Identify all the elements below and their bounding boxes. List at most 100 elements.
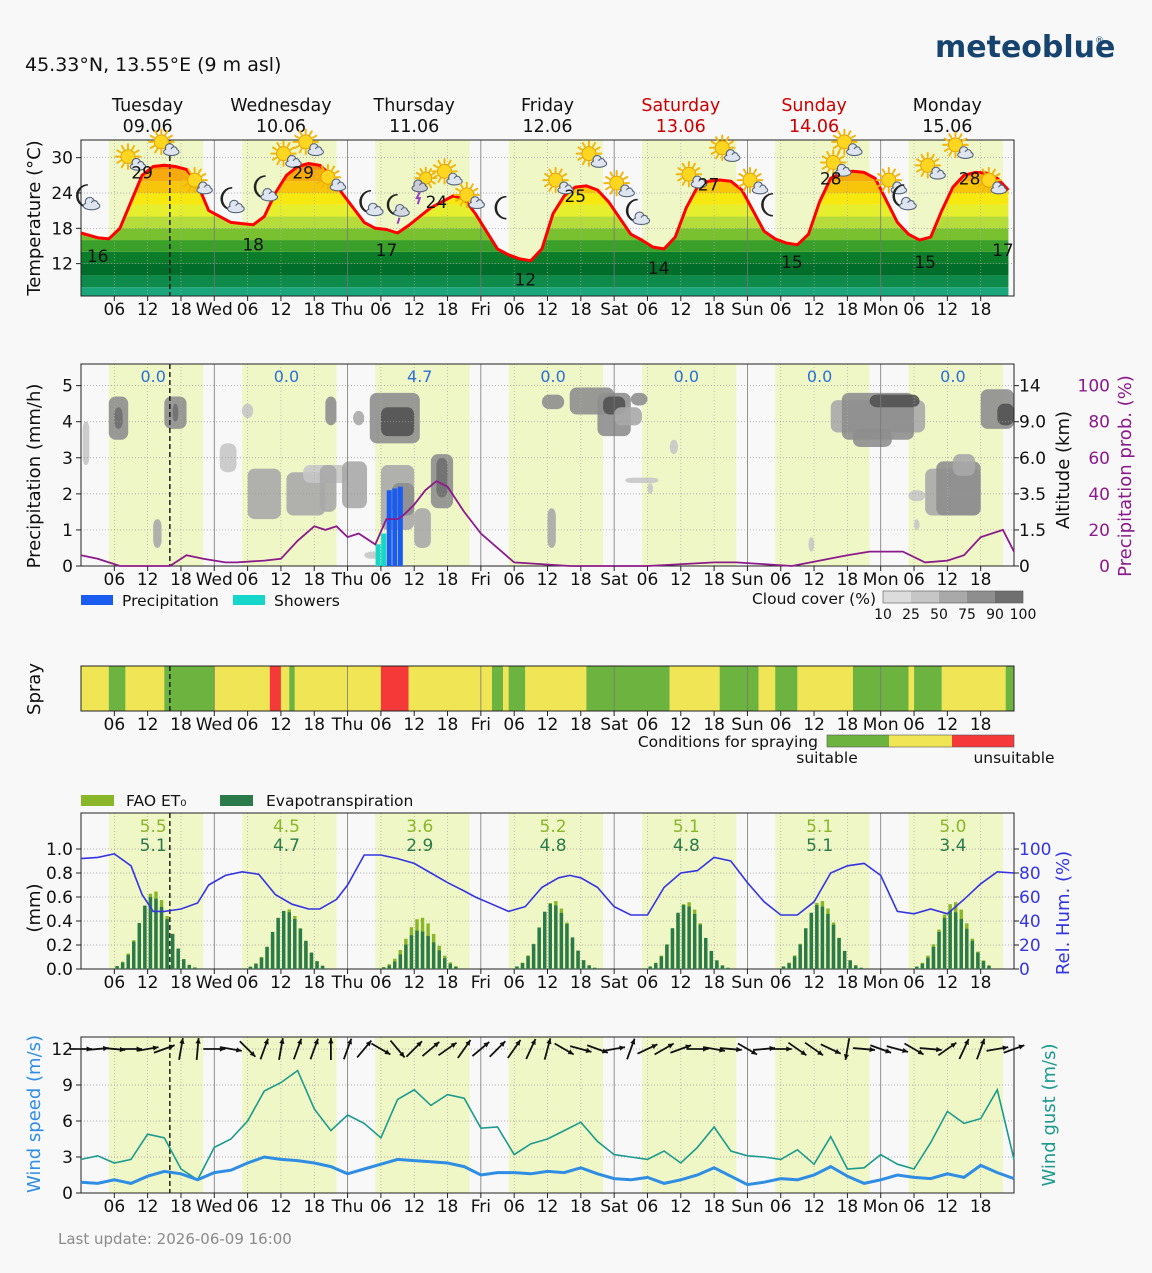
evapotranspiration-bar [987, 965, 991, 969]
wind-hour-tick-label: 06 [903, 1197, 925, 1217]
wind-direction-arrow [626, 1038, 636, 1060]
wind-direction-arrow [389, 1039, 406, 1059]
cloud-fill [847, 149, 862, 155]
cloud-cover-legend-swatch [995, 591, 1023, 603]
daily-evapotranspiration-total: 5.1 [806, 836, 833, 856]
evapotranspiration-bar [559, 912, 564, 969]
wind-direction-arrow [328, 1038, 334, 1060]
sun-ray [455, 198, 461, 202]
spray-legend-frame [826, 734, 1015, 748]
sun-ray [334, 170, 340, 175]
wind-direction-arrow [886, 1045, 909, 1053]
wind-arrow-head [786, 1046, 792, 1052]
evapotranspiration-hour-tick-label: 12 [937, 973, 959, 993]
wind-direction-arrow [471, 1041, 490, 1057]
cloud-icon [723, 149, 741, 162]
sun-ray [619, 171, 624, 177]
evapotranspiration-bar [854, 965, 858, 969]
cloud-cover-area [997, 403, 1014, 426]
cloud-fill [752, 187, 767, 193]
sun-ray [695, 167, 701, 172]
evapotranspiration-bar [670, 928, 675, 969]
sun-ray [320, 165, 325, 171]
day-name: Thursday [373, 96, 455, 116]
spray-segment [908, 666, 915, 711]
wind-daylight-band [508, 1037, 604, 1193]
wind-direction-arrow [843, 1038, 851, 1060]
wind-hour-tick-label: 06 [770, 1197, 792, 1217]
evapotranspiration-bar [704, 937, 708, 969]
evapotranspiration-hour-tick-label: 06 [637, 973, 659, 993]
spray-hour-tick-label: 06 [370, 715, 392, 735]
spray-hour-tick-label: 12 [803, 715, 825, 735]
wind-y-tick-label: 0 [62, 1184, 73, 1204]
wind-arrow-head [630, 1038, 636, 1045]
evapotranspiration-bar [842, 950, 847, 969]
spray-segment [214, 666, 270, 711]
cloud-cover-legend-label: 25 [902, 607, 920, 623]
sun-cloud-icon [831, 128, 863, 157]
evapotranspiration-bar [259, 957, 264, 969]
sun-cloud-icon [914, 152, 946, 180]
cloud-icon [618, 184, 635, 198]
sun-cloud-icon [675, 161, 708, 189]
temperature-hour-tick-label: 18 [570, 300, 592, 320]
precipitation-hour-tick-label: 12 [670, 570, 692, 590]
evapotranspiration-bar [565, 923, 569, 969]
spray-segment [508, 666, 526, 711]
evapotranspiration-bar [520, 963, 525, 969]
cloud-fill [228, 205, 244, 212]
spray-legend-high-label: unsuitable [973, 749, 1054, 767]
wind-arrow-head [263, 1038, 269, 1045]
brand-logo[interactable]: meteoblue [935, 30, 1115, 65]
sun-disc [581, 146, 597, 162]
spray-hour-tick-label: 06 [637, 715, 659, 735]
cloud-cover-area [952, 454, 976, 476]
temperature-value-label: 28 [959, 169, 981, 189]
spray-hour-tick-label: 18 [570, 715, 592, 735]
sun-ray [738, 183, 744, 188]
spray-hour-tick-label: 18 [170, 715, 192, 735]
evapotranspiration-bar [381, 967, 386, 969]
wind-direction-arrow [569, 1045, 592, 1053]
sun-ray [943, 148, 950, 152]
temperature-value-label: 29 [292, 164, 314, 184]
sun-icon [148, 128, 175, 156]
cloud-icon [196, 181, 213, 195]
wind-arrow-head [902, 1047, 909, 1053]
sun-ray [183, 183, 189, 188]
evapotranspiration-bar [148, 896, 153, 969]
evapotranspiration-bar [165, 919, 169, 969]
wind-direction-arrow [178, 1038, 185, 1060]
sun-ray [149, 145, 156, 150]
sun-cloud-icon [453, 181, 485, 210]
evapotranspiration-bar [820, 906, 825, 969]
temperature-value-label: 27 [698, 175, 720, 195]
cloud-fill [633, 217, 649, 224]
spray-segment [294, 666, 381, 711]
temperature-value-label: 17 [992, 241, 1014, 261]
spray-legend-moderate-swatch [889, 735, 952, 747]
evapotranspiration-bar [254, 963, 258, 969]
sun-ray [977, 173, 983, 177]
sun-ray [276, 159, 281, 166]
evapotranspiration-legend-swatch [220, 795, 253, 806]
wind-hour-tick-label: 18 [437, 1197, 459, 1217]
temperature-day-tick-label: Fri [471, 300, 491, 320]
sun-ray [331, 165, 336, 171]
day-name: Tuesday [111, 96, 183, 116]
cloud-fill [558, 187, 573, 193]
temperature-value-label: 29 [131, 164, 153, 184]
sun-cloud-icon [942, 131, 974, 160]
sun-cloud-icon [736, 166, 769, 195]
evapotranspiration-bar [781, 966, 786, 969]
precipitation-daylight-band [641, 364, 737, 566]
evapotranspiration-bar [287, 912, 291, 969]
spray-segment [289, 666, 295, 711]
sun-ray [738, 173, 744, 177]
evapotranspiration-bar [176, 948, 180, 969]
cloud-cover-area [153, 519, 162, 548]
sun-ray [149, 134, 156, 139]
wind-arrow-head [313, 1038, 319, 1045]
evapotranspiration-bar [248, 966, 253, 969]
